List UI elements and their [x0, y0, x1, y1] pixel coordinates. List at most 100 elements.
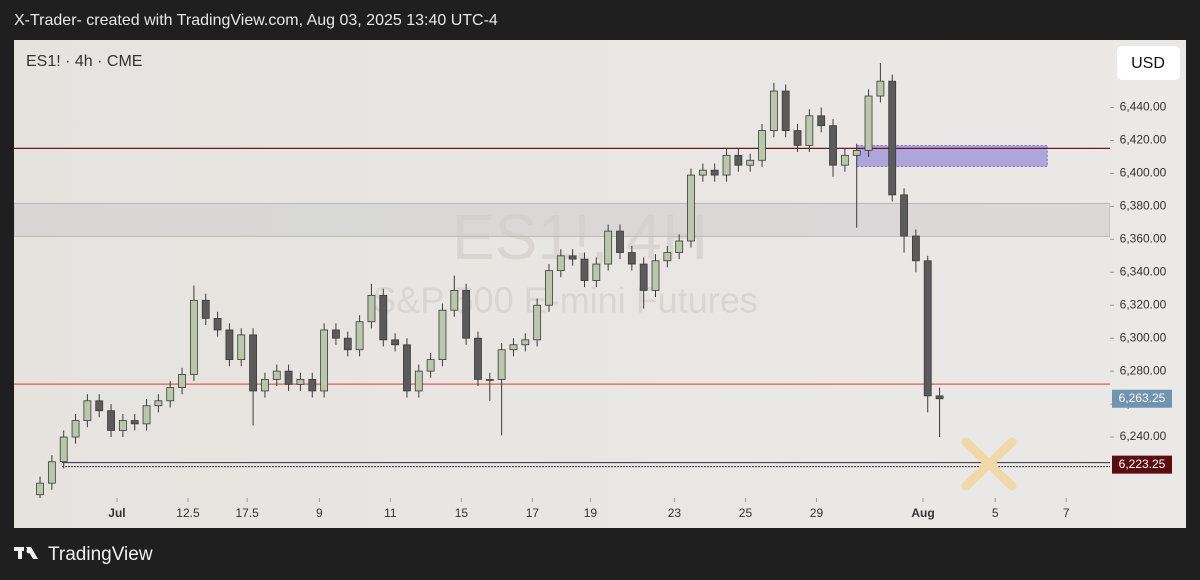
candle-body — [237, 334, 246, 361]
candle-body — [355, 321, 364, 351]
candle-body — [308, 378, 317, 392]
candle-body — [95, 400, 104, 412]
chart-panel — [14, 40, 1186, 528]
y-tick-label: 6,360.00 — [1120, 232, 1167, 246]
candle-body — [166, 387, 175, 402]
level-label-box — [1112, 455, 1172, 474]
candle-body — [178, 374, 186, 389]
candle-body — [118, 420, 127, 431]
x-tick-label: Aug — [911, 506, 934, 520]
x-tick-label: 19 — [584, 506, 598, 520]
watermark-subtitle: S&P 500 E-mini Futures — [372, 280, 758, 321]
candle-body — [545, 270, 553, 306]
candle-body — [864, 95, 873, 151]
candle-body — [213, 318, 222, 331]
x-tick-label: 5 — [992, 506, 999, 520]
candle-body — [781, 90, 790, 132]
candle-body — [793, 130, 802, 146]
currency-button[interactable] — [1117, 46, 1180, 80]
y-tick-label: 6,340.00 — [1120, 264, 1167, 278]
candle-body — [379, 294, 388, 341]
candle-body — [403, 344, 411, 392]
candle-body — [47, 461, 56, 484]
candle-body — [592, 263, 601, 281]
candle-body — [367, 294, 376, 323]
candle-body — [36, 482, 44, 496]
candle-body — [758, 130, 766, 161]
candle-body — [391, 339, 400, 346]
x-tick-label: 17.5 — [235, 506, 259, 520]
candle-body — [474, 337, 482, 380]
x-tick-label: 25 — [739, 506, 753, 520]
candle-body — [876, 80, 885, 97]
candle-body — [675, 240, 684, 253]
candle-body — [911, 235, 920, 262]
candle-body — [225, 329, 234, 361]
candle-body — [284, 370, 293, 385]
last-price-box — [1112, 389, 1172, 408]
candle-body — [923, 260, 932, 397]
candle-body — [71, 420, 80, 438]
plot — [14, 63, 1110, 498]
x-tick-label: 12.5 — [176, 506, 200, 520]
candle-body — [687, 174, 695, 242]
candle-body — [154, 400, 163, 407]
last-price-label: 6,263.25 — [1119, 391, 1166, 405]
candle-body — [900, 194, 908, 237]
brand: TradingView — [48, 544, 153, 565]
candle-body — [521, 339, 530, 346]
candle-body — [272, 370, 281, 380]
candle-body — [485, 378, 494, 381]
candle-body — [142, 405, 151, 425]
candle-body — [509, 344, 518, 351]
candle-body — [710, 169, 719, 176]
candle-body — [414, 370, 423, 392]
y-tick-label: 6,400.00 — [1120, 166, 1167, 180]
x-tick-label: 11 — [384, 506, 397, 520]
candle-body — [746, 159, 755, 166]
zone — [14, 202, 1110, 237]
candle-body — [817, 115, 826, 127]
candle-body — [829, 125, 837, 166]
x-tick-label: 17 — [526, 506, 540, 520]
candle-body — [651, 260, 660, 291]
candle-body — [722, 154, 731, 176]
candle-body — [580, 258, 589, 281]
candle-body — [426, 359, 435, 372]
x-tick-label: 9 — [316, 506, 323, 520]
x-tick-label: Jul — [108, 506, 125, 520]
y-tick-label: 6,380.00 — [1120, 199, 1167, 213]
y-tick-label: 6,320.00 — [1120, 297, 1167, 311]
candle-body — [320, 329, 328, 392]
level-label: 6,223.25 — [1119, 457, 1166, 471]
candle-body — [888, 80, 897, 196]
candle-body — [343, 337, 352, 351]
candle-body — [83, 400, 92, 421]
attribution: X-Trader- created with TradingView.com, … — [14, 12, 498, 29]
candle-body — [734, 154, 743, 166]
x-tick-label: 23 — [668, 506, 682, 520]
candle-body — [805, 115, 814, 146]
candle-body — [201, 299, 210, 319]
candle-body — [130, 420, 139, 425]
candle-body — [604, 230, 613, 265]
currency-label[interactable]: USD — [1131, 55, 1165, 72]
candle-body — [663, 252, 672, 262]
candle-body — [190, 299, 198, 375]
crossbones-icon — [961, 437, 1017, 491]
candle-body — [59, 436, 68, 463]
candle-body — [107, 410, 115, 431]
candle-body — [462, 290, 471, 339]
candle-body — [450, 290, 459, 311]
candle-body — [698, 169, 707, 176]
candle-body — [556, 255, 565, 272]
symbol-label[interactable]: ES1! · 4h · CME — [26, 53, 142, 70]
candle-body — [497, 349, 506, 380]
y-tick-label: 6,240.00 — [1120, 429, 1167, 443]
x-tick-label: 15 — [455, 506, 469, 520]
candle-body — [249, 334, 257, 392]
y-tick-label: 6,300.00 — [1120, 330, 1167, 344]
y-tick-label: 6,280.00 — [1120, 363, 1167, 377]
